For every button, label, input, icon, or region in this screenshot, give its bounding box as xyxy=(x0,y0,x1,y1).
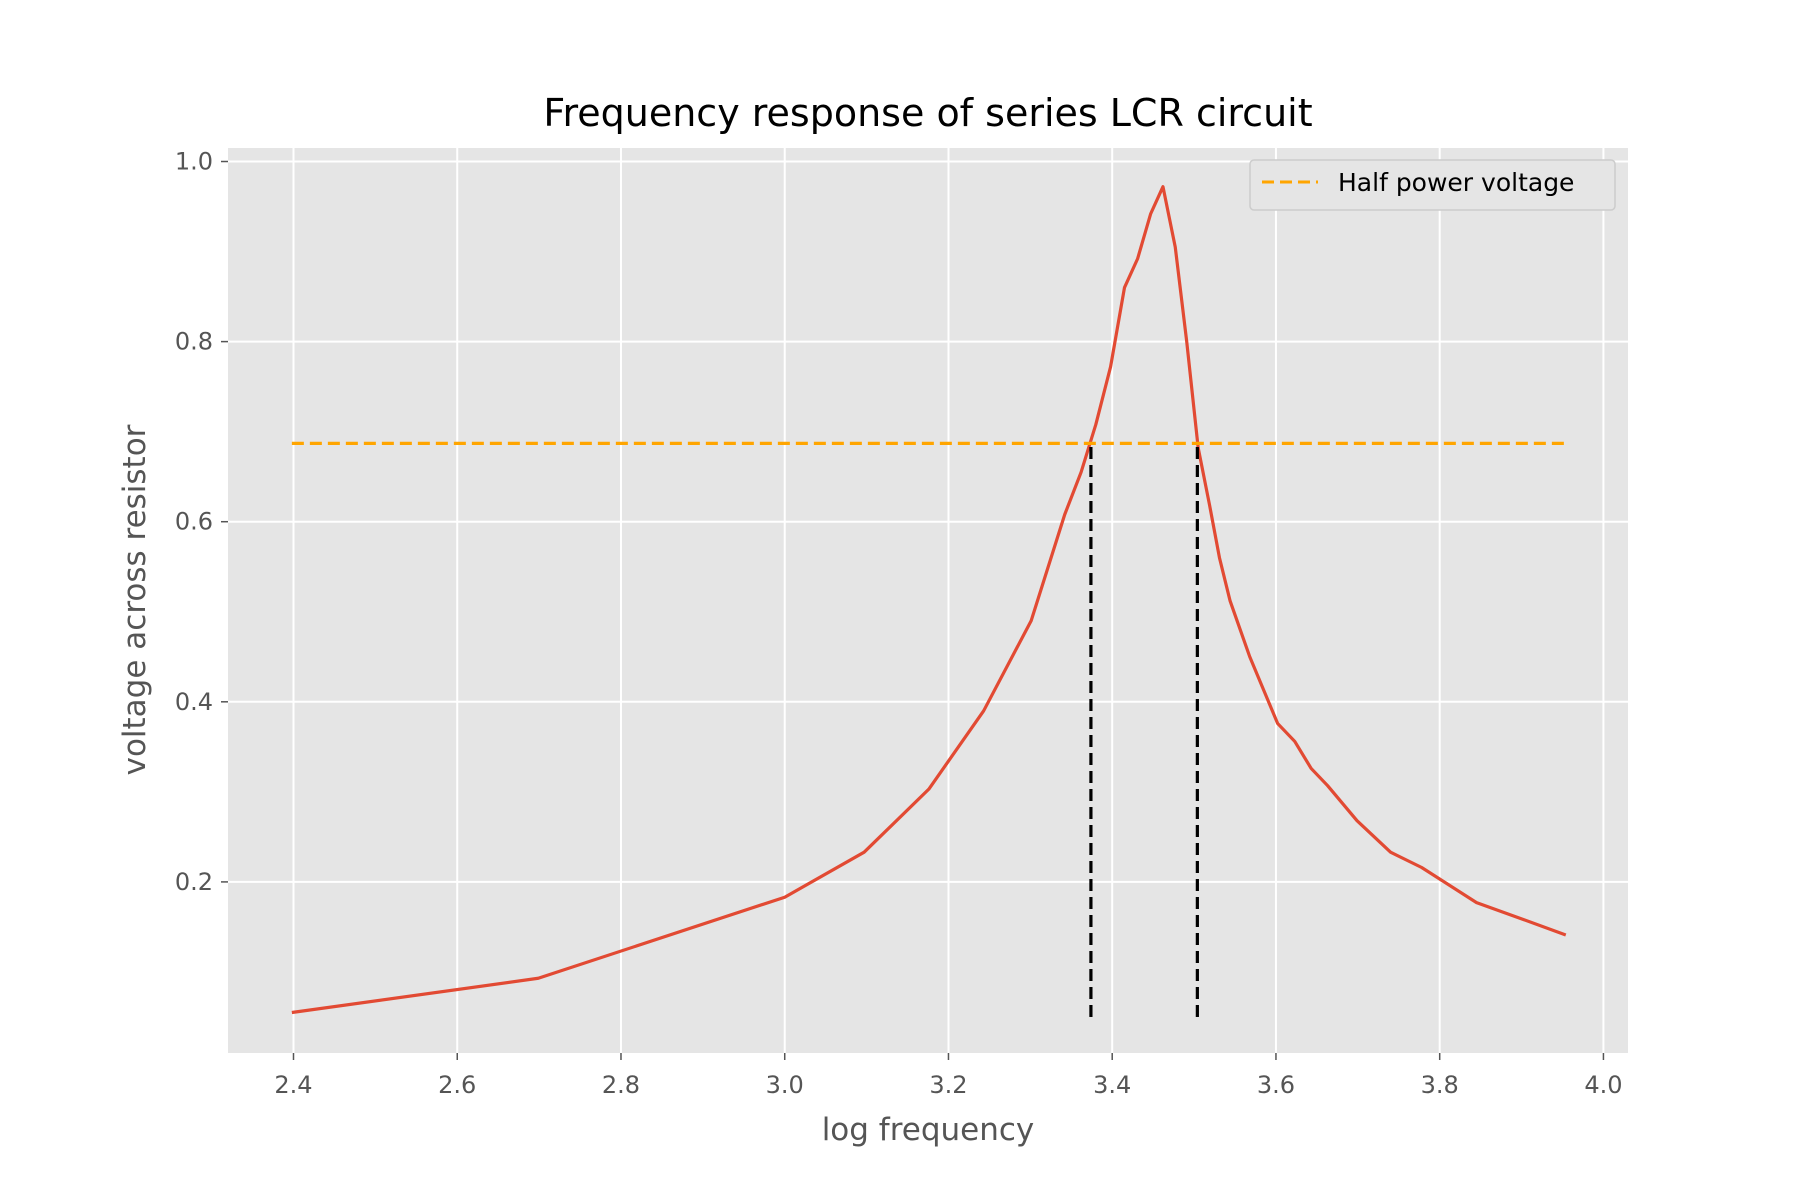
x-tick-label: 3.4 xyxy=(1093,1071,1131,1099)
y-axis-label: voltage across resistor xyxy=(117,424,153,775)
y-tick-label: 0.8 xyxy=(175,328,213,356)
y-tick-label: 0.4 xyxy=(175,688,213,716)
x-tick-label: 3.8 xyxy=(1421,1071,1459,1099)
chart-title: Frequency response of series LCR circuit xyxy=(543,91,1312,135)
y-tick-label: 0.6 xyxy=(175,508,213,536)
x-tick-label: 3.0 xyxy=(766,1071,804,1099)
grid xyxy=(228,148,1628,1053)
x-tick-label: 3.6 xyxy=(1257,1071,1295,1099)
response-curve xyxy=(291,185,1567,1015)
x-tick-label: 2.8 xyxy=(602,1071,640,1099)
x-tick-label: 4.0 xyxy=(1584,1071,1622,1099)
axis-ticks: 2.4 2.6 2.8 3.0 3.2 3.4 3.6 3.8 4.0 0.2 0.4 0.6 0.8 1… xyxy=(175,148,1623,1099)
legend-box xyxy=(1249,159,1616,211)
y-tick-label: 1.0 xyxy=(175,148,213,176)
legend: Half power voltage xyxy=(1249,159,1616,211)
x-tick-label: 2.6 xyxy=(438,1071,476,1099)
plot-area xyxy=(228,148,1628,1053)
y-tick-label: 0.2 xyxy=(175,868,213,896)
x-tick-label: 2.4 xyxy=(274,1071,312,1099)
x-axis-label: log frequency xyxy=(822,1112,1035,1148)
data-lines xyxy=(291,185,1567,1017)
legend-label: Half power voltage xyxy=(1338,168,1574,197)
x-tick-label: 3.2 xyxy=(929,1071,967,1099)
